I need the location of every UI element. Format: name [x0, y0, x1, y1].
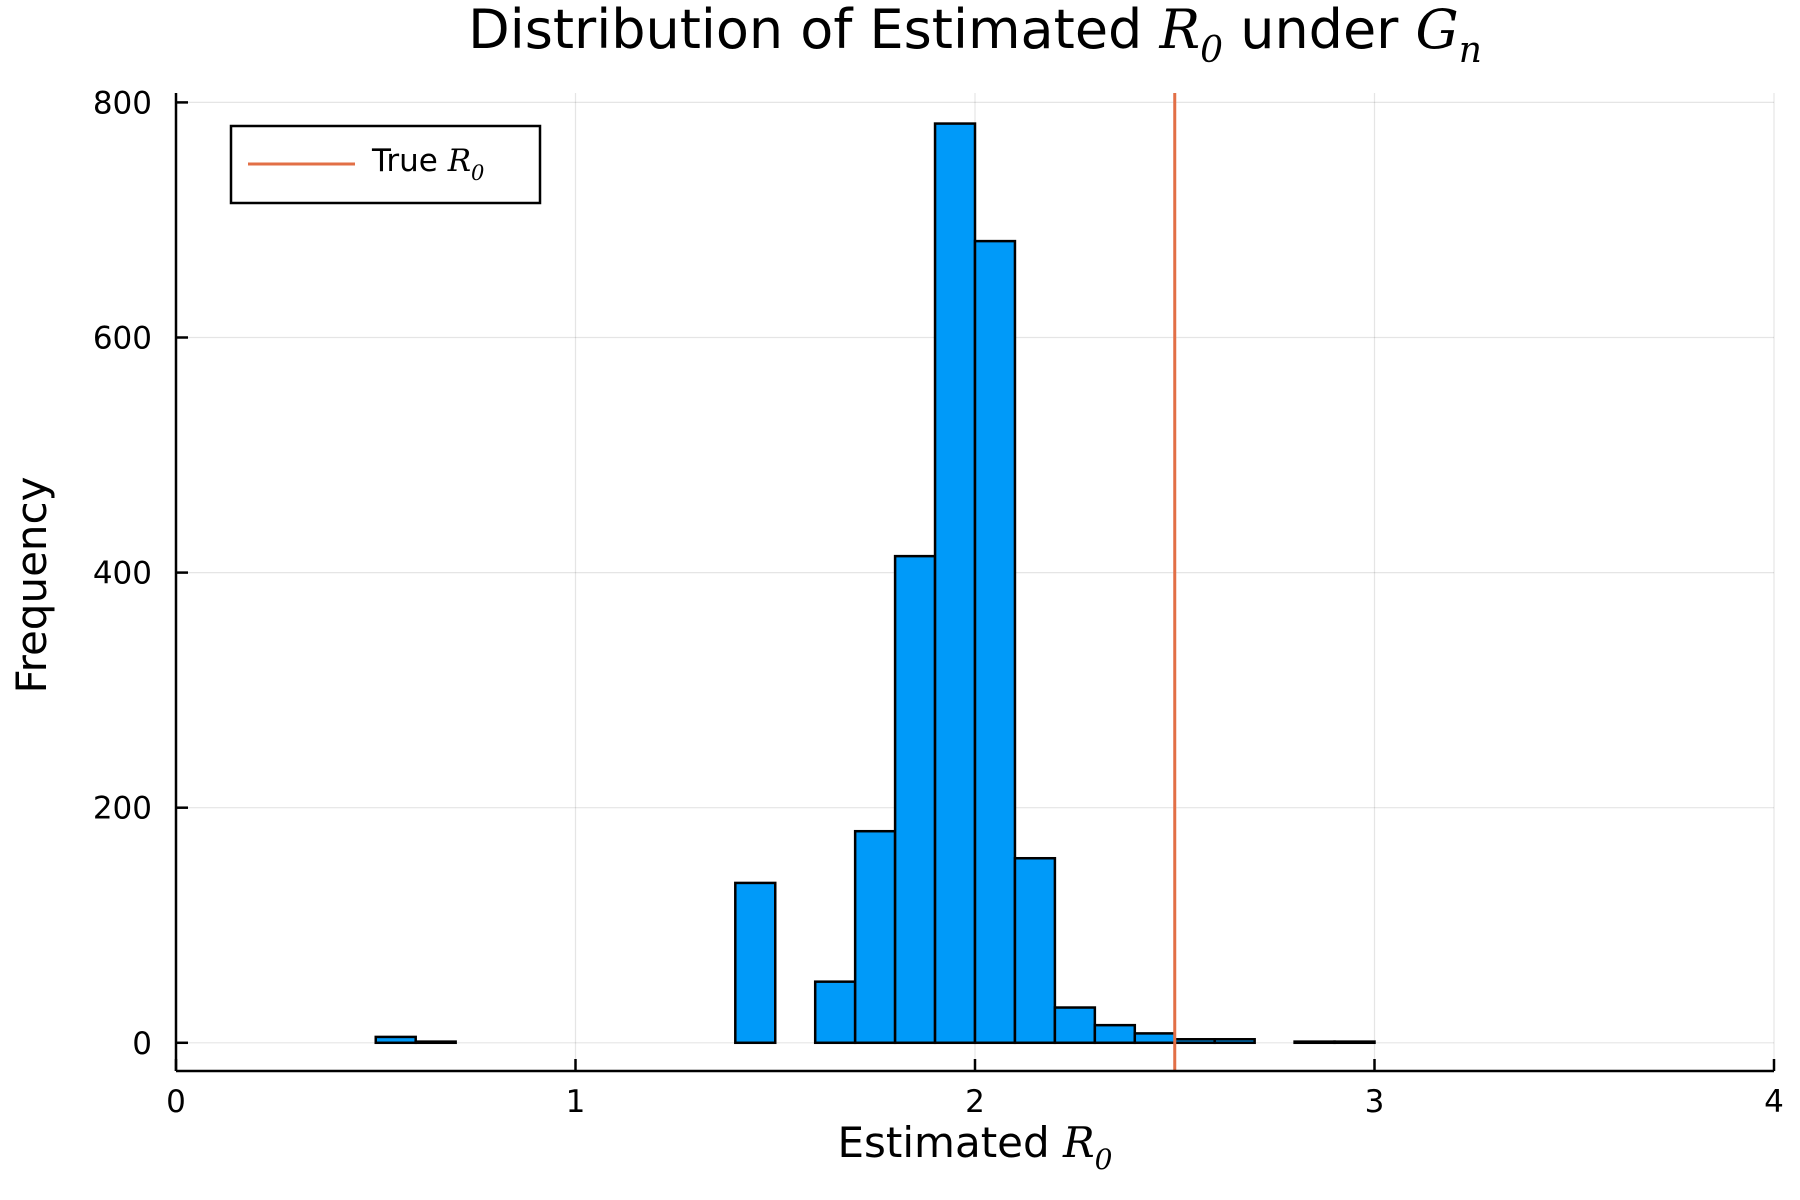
histogram-bars	[374, 122, 1376, 1045]
y-axis-label: Frequency	[7, 477, 56, 694]
histogram-bar	[933, 122, 977, 1045]
histogram-bar	[973, 239, 1017, 1045]
legend-box	[229, 124, 542, 205]
title-var1: R	[1158, 0, 1200, 61]
x-axis-label: Estimated R0	[838, 1118, 1113, 1176]
histogram-bar	[1013, 856, 1057, 1045]
histogram-bar	[374, 1035, 417, 1045]
x-tick-label: 0	[166, 1084, 186, 1120]
y-tick-label: 200	[93, 791, 152, 827]
x-tick-label: 1	[566, 1084, 586, 1120]
title-prefix: Distribution of Estimated	[468, 0, 1159, 61]
y-tick-label: 600	[93, 321, 152, 357]
histogram-bar	[1293, 1040, 1336, 1045]
y-tick-label: 800	[93, 85, 152, 121]
title-var1-sub: 0	[1200, 30, 1223, 71]
chart-title: Distribution of Estimated R0 under Gn	[468, 0, 1482, 71]
histogram-bar	[1133, 1032, 1177, 1045]
histogram-bar	[893, 554, 937, 1045]
legend-label-text: True	[371, 143, 448, 179]
legend: True R0	[229, 124, 542, 205]
histogram-bar	[813, 980, 857, 1045]
x-tick-label: 4	[1764, 1084, 1784, 1120]
histogram-bar	[1333, 1040, 1376, 1045]
title-var2: G	[1416, 0, 1459, 61]
histogram-bar	[853, 829, 897, 1045]
histogram-bar	[1053, 1006, 1097, 1045]
y-tick-label: 0	[132, 1026, 152, 1062]
histogram-bar	[1173, 1038, 1216, 1045]
histogram-bar	[414, 1040, 457, 1045]
title-middle: under	[1223, 0, 1415, 61]
legend-label-var: R	[447, 143, 471, 179]
legend-label-sub: 0	[471, 161, 484, 185]
legend-label: True R0	[371, 143, 484, 185]
x-axis-label-var: R	[1062, 1118, 1095, 1167]
y-tick-label: 400	[93, 556, 152, 592]
x-tick-label: 3	[1365, 1084, 1385, 1120]
x-tick-label: 2	[965, 1084, 985, 1120]
histogram-bar	[1093, 1023, 1137, 1045]
x-axis-label-sub: 0	[1095, 1143, 1113, 1176]
histogram-bar	[1213, 1038, 1256, 1045]
x-axis-label-text: Estimated	[838, 1118, 1064, 1167]
title-var2-sub: n	[1459, 30, 1482, 71]
tick-labels: 0 1 2 3 4 0 200 400 600 800	[93, 85, 1784, 1120]
histogram-bar	[734, 881, 777, 1045]
